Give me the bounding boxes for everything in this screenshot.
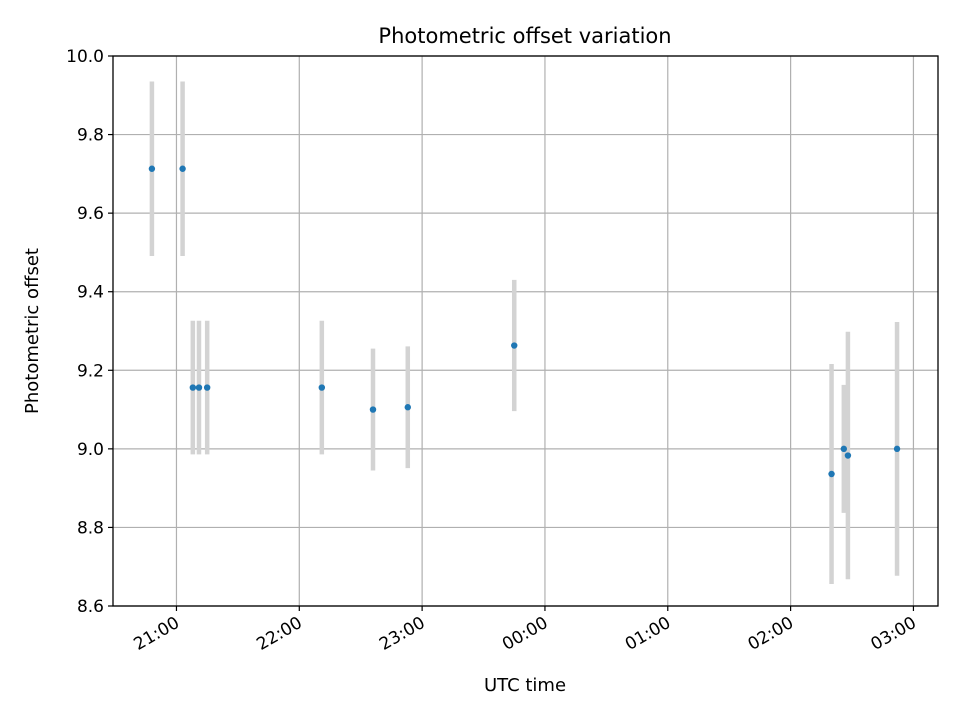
x-axis-label: UTC time	[484, 675, 566, 696]
data-point	[195, 384, 203, 391]
data-points	[148, 165, 901, 478]
data-point	[148, 165, 156, 172]
y-tick-label: 8.8	[77, 518, 104, 538]
data-point	[893, 445, 901, 453]
y-tick-label: 8.6	[77, 597, 104, 617]
data-point	[404, 404, 411, 411]
y-tick-label: 9.2	[77, 361, 104, 381]
data-point	[840, 445, 848, 453]
data-point	[203, 384, 211, 391]
y-tick-label: 9.6	[77, 204, 104, 224]
data-point	[828, 470, 835, 478]
y-axis-label: Photometric offset	[22, 248, 43, 414]
data-point	[844, 452, 852, 459]
y-axis-ticks: 8.6 8.8 9.0 9.2 9.4 9.6 9.8 10.0	[66, 47, 113, 617]
data-point	[189, 384, 197, 391]
y-tick-label: 10.0	[66, 47, 104, 67]
plot-frame	[112, 55, 939, 607]
data-point	[179, 165, 186, 172]
data-point	[511, 342, 518, 349]
data-point	[369, 406, 377, 413]
chart-title: Photometric offset variation	[378, 24, 671, 48]
y-tick-label: 9.0	[77, 440, 104, 460]
data-point	[318, 384, 326, 391]
grid-lines	[113, 55, 938, 607]
y-tick-label: 9.8	[77, 126, 104, 146]
y-tick-label: 9.4	[77, 283, 104, 303]
